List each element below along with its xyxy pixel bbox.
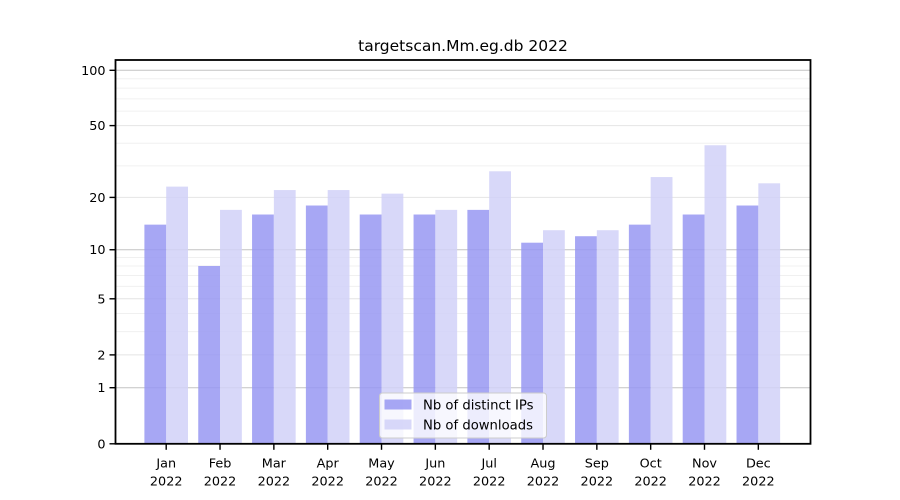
bar-downloads-may [381,193,404,444]
x-tick-label-month-dec: Dec [746,457,771,472]
bar-downloads-jun [435,209,458,444]
bars-layer [144,145,781,444]
bar-ips-nov [682,214,705,444]
bar-ips-may [359,214,382,444]
x-tick-label-month-jun: Jun [424,457,445,472]
bar-ips-sep [575,236,597,444]
bar-downloads-dec [758,183,781,444]
x-tick-label-year-apr: 2022 [311,475,344,490]
x-tick-label-year-jan: 2022 [150,475,183,490]
legend-label-downloads: Nb of downloads [423,419,533,434]
x-tick-label-month-apr: Apr [317,457,340,472]
bar-downloads-jul [489,171,511,444]
bar-downloads-apr [327,190,350,444]
legend: Nb of distinct IPs Nb of downloads [379,392,547,439]
x-tick-label-year-may: 2022 [365,475,398,490]
chart-title: targetscan.Mm.eg.db 2022 [358,37,568,55]
x-tick-label-month-feb: Feb [209,457,232,472]
bar-ips-dec [736,205,759,444]
bar-downloads-jan [166,186,188,444]
bar-downloads-sep [596,230,619,444]
bar-ips-jul [467,209,490,444]
x-tick-label-month-jul: Jul [480,457,496,472]
y-tick-label-0: 0 [97,437,105,452]
y-tick-label-20: 20 [89,191,105,206]
bar-ips-oct [628,224,651,444]
x-tick-label-year-nov: 2022 [688,475,721,490]
x-tick-label-month-jan: Jan [155,457,176,472]
x-tick-label-year-aug: 2022 [527,475,560,490]
x-tick-label-month-sep: Sep [585,457,609,472]
bar-downloads-nov [704,145,727,444]
bar-downloads-oct [650,177,673,444]
y-tick-label-5: 5 [97,292,105,307]
legend-label-distinct-ips: Nb of distinct IPs [423,399,534,414]
x-tick-label-month-mar: Mar [262,457,287,472]
x-tick-label-month-nov: Nov [692,457,717,472]
y-tick-label-1: 1 [97,381,105,396]
x-tick-label-year-feb: 2022 [204,475,237,490]
y-tick-label-10: 10 [89,243,105,258]
bar-downloads-feb [220,209,242,444]
legend-swatch-downloads [384,419,412,430]
y-tick-label-2: 2 [97,348,105,363]
bar-downloads-mar [273,190,296,444]
axes-layer [109,59,812,450]
x-tick-label-year-oct: 2022 [634,475,667,490]
y-tick-label-100: 100 [81,64,105,79]
x-tick-label-month-aug: Aug [531,457,556,472]
bar-ips-apr [305,205,328,444]
x-tick-label-year-jul: 2022 [473,475,506,490]
x-tick-label-month-may: May [368,457,395,472]
bar-ips-mar [252,214,274,444]
axis-labels-layer: 0 1 2 5 10 20 50 100 Jan 2022 Feb 2022 Mar 2022 Apr 202… [81,64,775,490]
x-tick-label-month-oct: Oct [640,457,662,472]
legend-swatch-distinct-ips [384,399,412,410]
x-tick-label-year-mar: 2022 [258,475,291,490]
bar-ips-feb [198,265,221,444]
y-tick-label-50: 50 [89,119,105,134]
bar-downloads-aug [543,230,565,444]
x-tick-label-year-jun: 2022 [419,475,452,490]
plot-border [114,59,812,445]
x-tick-label-year-dec: 2022 [742,475,775,490]
legend-box [379,392,547,439]
bar-ips-jun [413,214,436,444]
bar-ips-jan [144,224,167,444]
x-tick-label-year-sep: 2022 [581,475,614,490]
